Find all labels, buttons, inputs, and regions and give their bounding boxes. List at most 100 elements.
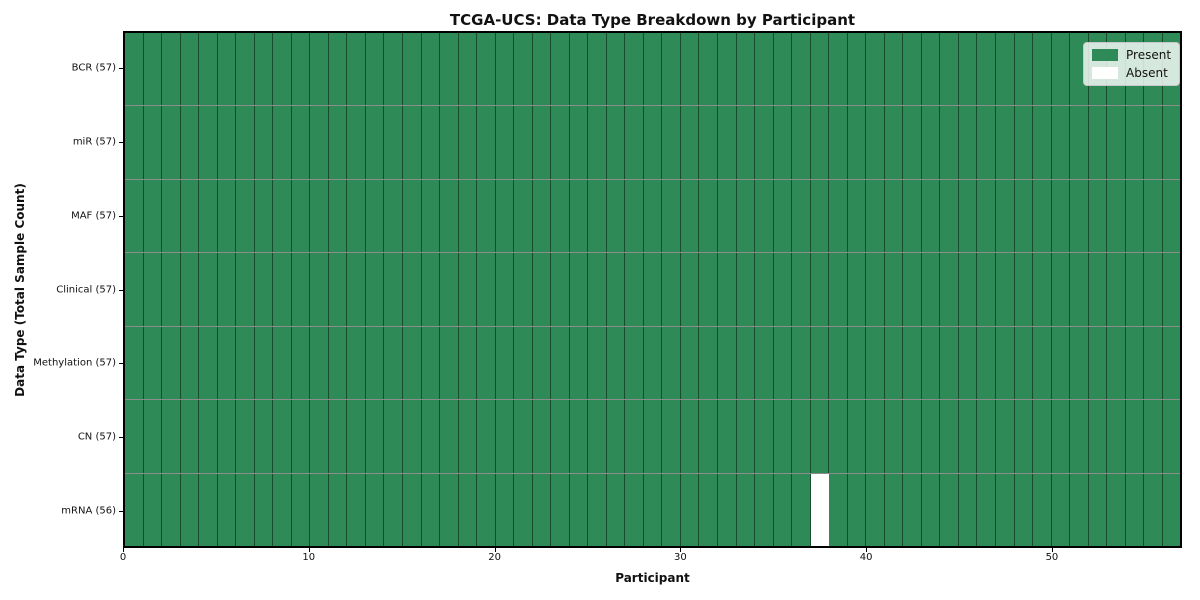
heatmap-cell-present [458, 179, 478, 253]
heatmap-cell-present [1033, 179, 1052, 253]
heatmap-cell-present [125, 106, 144, 179]
heatmap-cell-present [1014, 253, 1034, 326]
heatmap-cell-present [847, 326, 867, 400]
heatmap-cell-present [236, 179, 255, 253]
heatmap-cell-present [402, 106, 422, 179]
heatmap-cell-present [884, 179, 904, 253]
heatmap-cell-present [1051, 179, 1071, 253]
heatmap-cell-present [662, 326, 681, 400]
heatmap-cell-present [477, 33, 496, 106]
heatmap-cell-present [810, 326, 830, 400]
heatmap-cell-present [421, 326, 441, 400]
heatmap-cell-present [588, 179, 607, 253]
heatmap-cell-present [1125, 106, 1145, 179]
heatmap-cell-present [125, 473, 144, 546]
x-tick-mark [1051, 548, 1053, 552]
heatmap-cell-present [606, 33, 626, 106]
heatmap-cell-present [1051, 473, 1071, 546]
heatmap-cell-present [143, 179, 163, 253]
heatmap-cell-present [273, 179, 292, 253]
heatmap-cell-present [847, 106, 867, 179]
heatmap-cell-present [662, 33, 681, 106]
heatmap-cell-present [792, 33, 811, 106]
heatmap-cell-present [884, 400, 904, 473]
heatmap-cell-present [254, 106, 274, 179]
heatmap-cell-present [458, 106, 478, 179]
heatmap-cell-present [495, 179, 515, 253]
heatmap-cell-present [699, 253, 718, 326]
heatmap-cell-present [421, 253, 441, 326]
heatmap-cell-present [884, 326, 904, 400]
heatmap-cell-present [643, 179, 663, 253]
heatmap-cell-present [1088, 106, 1108, 179]
heatmap-cell-present [551, 473, 570, 546]
heatmap-cell-present [588, 253, 607, 326]
heatmap-cell-present [866, 106, 885, 179]
heatmap-cell-present [347, 33, 366, 106]
heatmap-cell-present [792, 400, 811, 473]
y-tick-label: Methylation (57) [33, 357, 116, 369]
heatmap-cell-present [310, 400, 329, 473]
heatmap-cell-present [1033, 400, 1052, 473]
heatmap-cell-present [625, 179, 644, 253]
heatmap-cell-present [884, 106, 904, 179]
heatmap-cell-present [699, 106, 718, 179]
heatmap-cell-present [1088, 253, 1108, 326]
heatmap-cell-present [273, 253, 292, 326]
heatmap-cell-present [903, 253, 922, 326]
heatmap-cell-present [643, 106, 663, 179]
heatmap-cell-present [273, 400, 292, 473]
heatmap-cell-present [1014, 106, 1034, 179]
heatmap-cell-present [588, 473, 607, 546]
heatmap-cell-present [829, 400, 848, 473]
heatmap-cell-present [440, 253, 459, 326]
heatmap-cell-present [588, 106, 607, 179]
heatmap-cell-present [273, 473, 292, 546]
heatmap-cell-present [1014, 33, 1034, 106]
heatmap-cell-present [718, 400, 737, 473]
heatmap-cell-present [1033, 33, 1052, 106]
heatmap-cell-present [328, 33, 348, 106]
heatmap-cell-present [402, 400, 422, 473]
y-tick-mark [119, 67, 123, 69]
heatmap-cell-present [921, 179, 941, 253]
heatmap-cell-present [328, 400, 348, 473]
chart-title: TCGA-UCS: Data Type Breakdown by Partici… [449, 11, 856, 29]
y-tick-mark [119, 141, 123, 143]
heatmap-cell-present [347, 326, 366, 400]
x-tick-label: 40 [859, 552, 873, 563]
heatmap-cell-present [810, 33, 830, 106]
heatmap-cell-present [328, 179, 348, 253]
heatmap-cell-present [199, 400, 218, 473]
heatmap-cell-present [829, 33, 848, 106]
heatmap-cell-present [273, 326, 292, 400]
heatmap-cell-present [254, 326, 274, 400]
heatmap-cell-present [606, 473, 626, 546]
heatmap-cell-present [180, 400, 200, 473]
heatmap-cell-present [829, 326, 848, 400]
heatmap-cell-present [662, 400, 681, 473]
heatmap-cell-present [569, 33, 589, 106]
y-tick-mark [119, 511, 123, 513]
heatmap-cell-present [291, 473, 311, 546]
heatmap-cell-present [1107, 473, 1126, 546]
heatmap-cell-present [662, 179, 681, 253]
heatmap-cell-present [866, 326, 885, 400]
heatmap-cell-present [236, 253, 255, 326]
heatmap-cell-present [1088, 473, 1108, 546]
heatmap-cell-present [217, 253, 237, 326]
heatmap-cell-present [365, 473, 385, 546]
heatmap-cell-present [180, 33, 200, 106]
heatmap-cell-present [995, 33, 1015, 106]
heatmap-cell-present [217, 326, 237, 400]
heatmap-cell-present [810, 106, 830, 179]
heatmap-cell-present [143, 473, 163, 546]
heatmap-cell-present [755, 473, 774, 546]
heatmap-cell-present [866, 473, 885, 546]
heatmap-cell-present [755, 179, 774, 253]
heatmap-cell-present [347, 106, 366, 179]
heatmap-cell-present [792, 106, 811, 179]
heatmap-cell-present [551, 179, 570, 253]
heatmap-cell-present [773, 179, 793, 253]
heatmap-cell-present [328, 106, 348, 179]
